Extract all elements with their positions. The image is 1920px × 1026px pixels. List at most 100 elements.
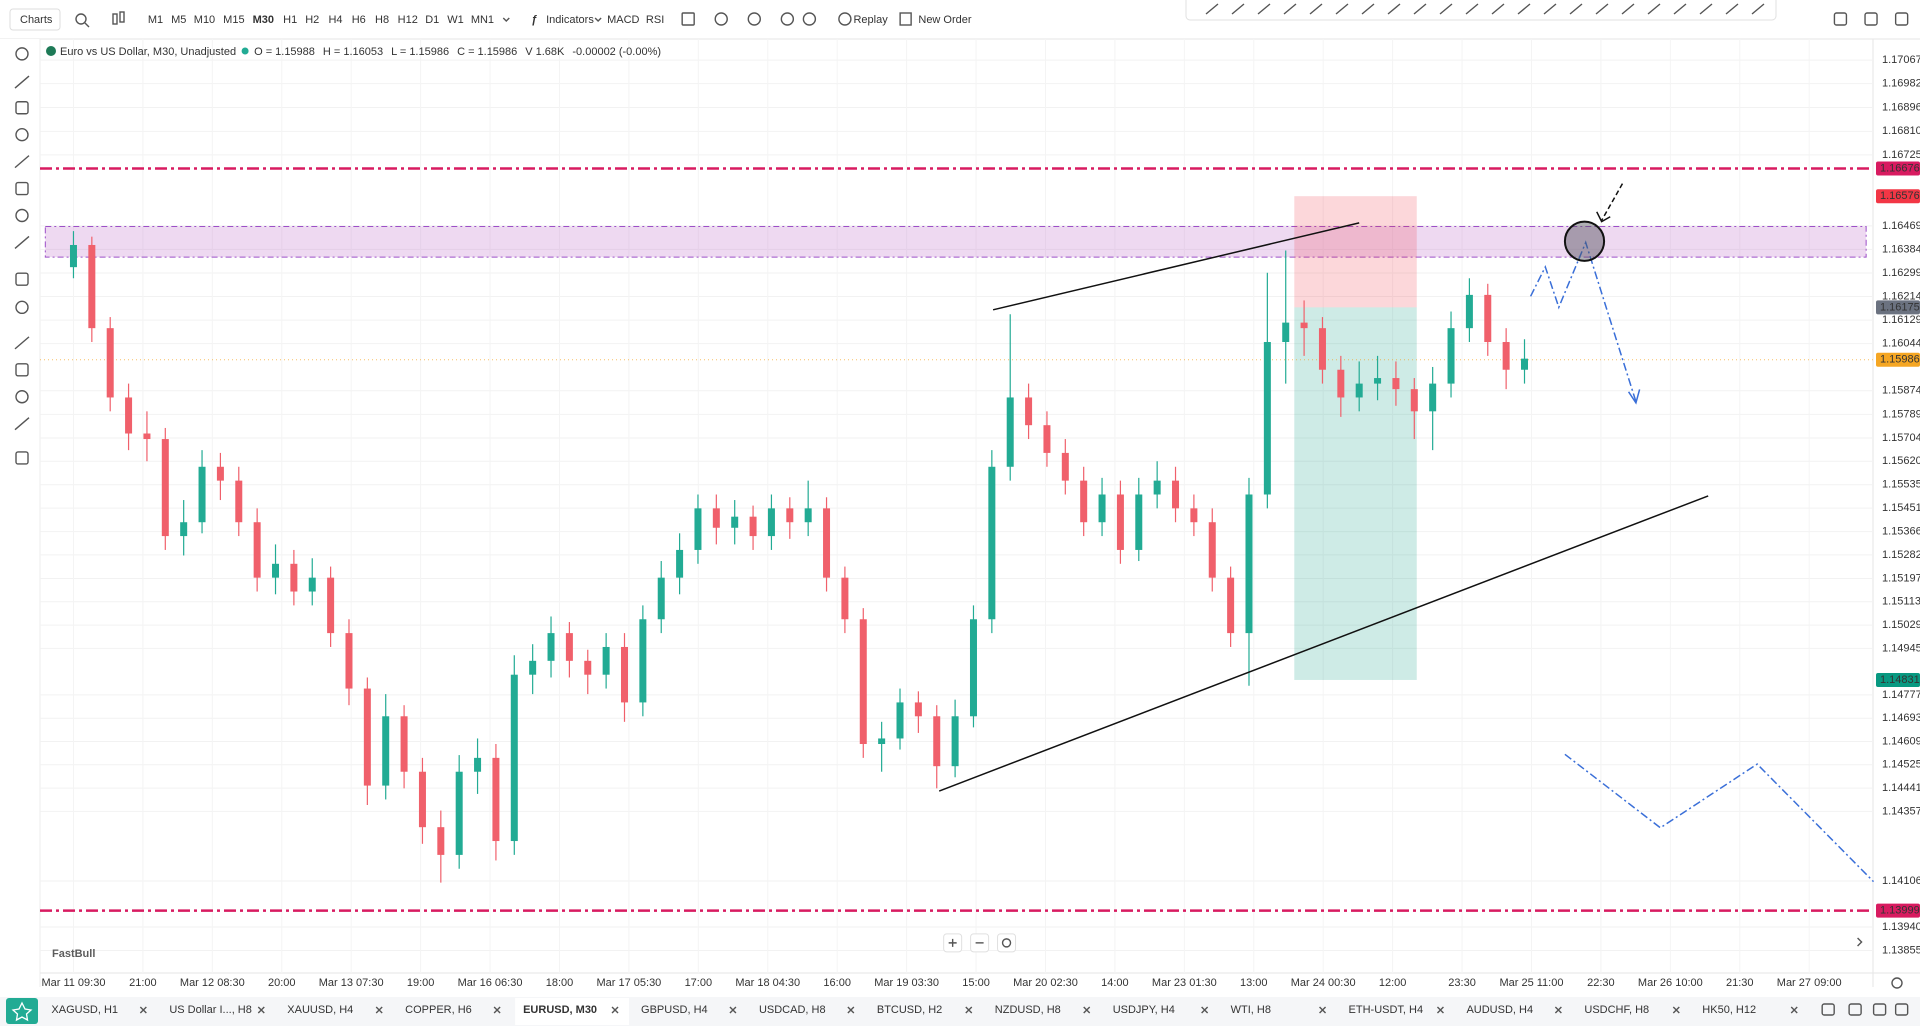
timeframe-button[interactable]: H4 <box>328 14 342 26</box>
timeframe-button[interactable]: M1 <box>148 14 163 26</box>
tool-icon[interactable] <box>14 235 30 249</box>
timeframe-button[interactable]: MN1 <box>471 14 494 26</box>
symbol-tab[interactable]: XAGUSD, H1 <box>51 1004 118 1016</box>
tab-bar-icon[interactable] <box>1821 1003 1835 1016</box>
tab-close[interactable] <box>1319 1006 1327 1014</box>
tab-close[interactable] <box>611 1006 619 1014</box>
tool-icon[interactable] <box>14 75 30 89</box>
tab-bar-icon[interactable] <box>1872 1003 1887 1016</box>
drawing-tool-icon[interactable] <box>1413 3 1427 15</box>
tool-icon[interactable] <box>14 336 30 350</box>
drawing-tool-icon[interactable] <box>1335 3 1349 15</box>
symbol-tab[interactable]: HK50, H12 <box>1702 1004 1756 1016</box>
timeframe-button[interactable]: M10 <box>194 14 215 26</box>
symbol-tab[interactable]: NZDUSD, H8 <box>995 1004 1061 1016</box>
tab-close[interactable] <box>847 1006 855 1014</box>
drawing-tool-icon[interactable] <box>1205 3 1219 15</box>
drawing-tool-icon[interactable] <box>1517 3 1531 15</box>
settings-icon[interactable] <box>1891 977 1903 989</box>
drawing-tool-icon[interactable] <box>1543 3 1557 15</box>
tab-close[interactable] <box>1201 1006 1209 1014</box>
search-icon[interactable] <box>75 13 87 25</box>
drawing-tool-icon[interactable] <box>1569 3 1583 15</box>
drawing-tool-icon[interactable] <box>1595 3 1609 15</box>
symbol-tab[interactable]: USDCAD, H8 <box>759 1004 826 1016</box>
tab-close[interactable] <box>1554 1006 1562 1014</box>
scroll-right[interactable] <box>1857 937 1863 947</box>
timeframe-button[interactable]: H12 <box>398 14 418 26</box>
window-icon[interactable] <box>1864 12 1878 26</box>
tool-icon[interactable] <box>15 47 29 61</box>
timeframe-button[interactable]: H6 <box>352 14 366 26</box>
symbol-tab[interactable]: AUDUSD, H4 <box>1466 1004 1533 1016</box>
tool-icon[interactable] <box>14 417 30 431</box>
timeframe-button[interactable]: D1 <box>425 14 439 26</box>
charts-label[interactable]: Charts <box>20 14 53 26</box>
timeframe-button[interactable]: M15 <box>223 14 244 26</box>
tab-close[interactable] <box>1790 1006 1798 1014</box>
tab-close[interactable] <box>729 1006 737 1014</box>
tab-close[interactable] <box>493 1006 501 1014</box>
tool-icon[interactable] <box>15 101 29 115</box>
toolbar-icon[interactable] <box>780 12 795 26</box>
tab-close[interactable] <box>257 1006 265 1014</box>
tab-bar-icon[interactable] <box>1894 1003 1909 1016</box>
symbol-tab[interactable]: ETH-USDT, H4 <box>1349 1004 1424 1016</box>
tool-icon[interactable] <box>15 208 29 223</box>
tool-icon[interactable] <box>15 451 29 465</box>
symbol-tab[interactable]: XAUUSD, H4 <box>287 1004 353 1016</box>
drawing-tool-icon[interactable] <box>1309 3 1323 15</box>
drawing-tool-icon[interactable] <box>1699 3 1713 15</box>
symbol-tab[interactable]: US Dollar I..., H8 <box>169 1004 252 1016</box>
drawing-tool-icon[interactable] <box>1491 3 1505 15</box>
watchlist-button[interactable] <box>6 998 38 1024</box>
candle-type-icon[interactable] <box>112 11 125 25</box>
zoom-button[interactable] <box>997 933 1017 953</box>
new-order-button[interactable]: New Order <box>918 14 972 26</box>
charts-button[interactable] <box>9 8 61 31</box>
tab-bar-icon[interactable] <box>1848 1003 1862 1016</box>
symbol-tab[interactable]: WTI, H8 <box>1231 1004 1271 1016</box>
tab-close[interactable] <box>1083 1006 1091 1014</box>
toolbar-icon[interactable] <box>714 12 728 26</box>
toolbar-icon[interactable] <box>802 12 817 26</box>
timeframe-button[interactable]: M5 <box>171 14 186 26</box>
timeframe-button[interactable]: H1 <box>283 14 297 26</box>
window-icon[interactable] <box>1833 12 1848 26</box>
tab-close[interactable] <box>139 1006 147 1014</box>
symbol-tab[interactable]: USDCHF, H8 <box>1584 1004 1649 1016</box>
timeframe-button[interactable]: M30 <box>253 14 274 26</box>
tab-close[interactable] <box>1436 1006 1444 1014</box>
drawing-tool-icon[interactable] <box>1231 3 1245 15</box>
indicators-button[interactable]: Indicators <box>546 14 594 26</box>
drawing-tool-icon[interactable] <box>1751 3 1765 15</box>
drawing-tool-icon[interactable] <box>1725 3 1739 15</box>
replay-icon[interactable] <box>838 12 852 26</box>
window-icon[interactable] <box>1894 12 1909 26</box>
tool-icon[interactable] <box>15 127 29 142</box>
drawing-tool-icon[interactable] <box>1283 3 1297 15</box>
drawing-tool-icon[interactable] <box>1387 3 1401 15</box>
drawing-tool-icon[interactable] <box>1647 3 1661 15</box>
drawing-tool-icon[interactable] <box>1439 3 1453 15</box>
study-button[interactable]: RSI <box>646 14 664 26</box>
symbol-tab[interactable]: BTCUSD, H2 <box>877 1004 942 1016</box>
symbol-tab[interactable]: COPPER, H6 <box>405 1004 472 1016</box>
toolbar-icon[interactable] <box>747 12 761 26</box>
toolbar-icon[interactable] <box>681 12 695 26</box>
drawing-tool-icon[interactable] <box>1257 3 1271 15</box>
study-button[interactable]: MACD <box>607 14 639 26</box>
tab-close[interactable] <box>375 1006 383 1014</box>
drawing-tool-icon[interactable] <box>1465 3 1479 15</box>
tool-icon[interactable] <box>15 390 29 404</box>
symbol-tab[interactable]: GBPUSD, H4 <box>641 1004 708 1016</box>
timeframe-button[interactable]: H2 <box>305 14 319 26</box>
tool-icon[interactable] <box>15 272 29 286</box>
tool-icon[interactable] <box>15 363 29 377</box>
tool-icon[interactable] <box>15 181 29 196</box>
timeframe-button[interactable]: W1 <box>447 14 464 26</box>
symbol-tab[interactable]: EURUSD, M30 <box>523 1004 597 1016</box>
drawing-tool-icon[interactable] <box>1621 3 1635 15</box>
tool-icon[interactable] <box>14 155 30 169</box>
drawing-tool-icon[interactable] <box>1361 3 1375 15</box>
